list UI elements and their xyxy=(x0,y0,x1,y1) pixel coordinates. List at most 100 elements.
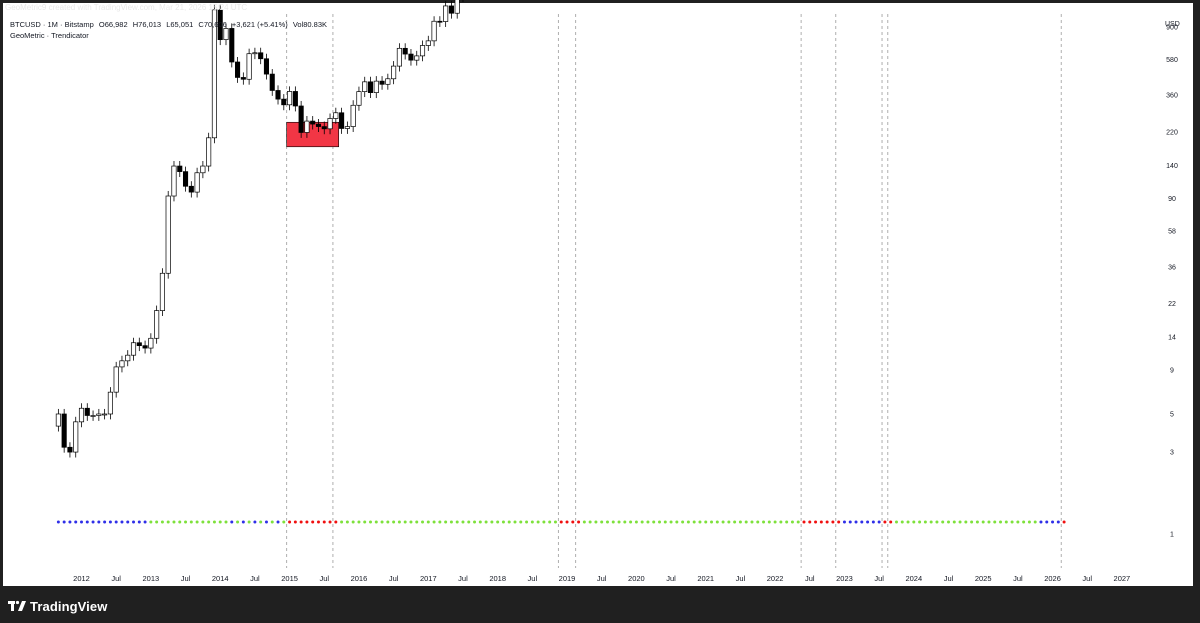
signal-dot xyxy=(103,520,107,524)
candle-up xyxy=(454,0,460,14)
x-axis-tick-label: Jul xyxy=(666,574,676,583)
signal-dot xyxy=(536,520,540,524)
signal-dot xyxy=(409,520,413,524)
candle-up xyxy=(443,5,449,22)
signal-dot xyxy=(160,520,164,524)
signal-dot xyxy=(114,520,118,524)
candle-down xyxy=(182,171,189,187)
price-axis-tick-label: 3 xyxy=(1170,450,1174,457)
signal-dot xyxy=(935,520,939,524)
x-axis-tick-label: 2026 xyxy=(1044,574,1061,583)
signal-dot xyxy=(918,520,922,524)
candle-up xyxy=(96,413,102,416)
x-axis-tick-label: Jul xyxy=(528,574,538,583)
x-axis-tick-label: 2022 xyxy=(767,574,784,583)
signal-dot xyxy=(981,520,985,524)
signal-dot xyxy=(126,520,130,524)
signal-dot xyxy=(565,520,569,524)
candle-down xyxy=(235,61,241,78)
price-axis-tick-label: 580 xyxy=(1166,57,1178,64)
signal-dot xyxy=(85,520,89,524)
signal-dot xyxy=(970,520,974,524)
candle-down xyxy=(339,112,345,129)
low-value: L65,051 xyxy=(166,20,194,29)
signal-dot xyxy=(964,520,968,524)
signal-dot xyxy=(247,520,251,524)
signal-dot xyxy=(941,520,945,524)
candle-down xyxy=(136,342,142,347)
signal-dot xyxy=(108,520,112,524)
price-axis-tick-label: 5 xyxy=(1170,411,1174,418)
signal-dot xyxy=(212,520,216,524)
candle-up xyxy=(165,195,171,274)
signal-dot xyxy=(473,520,477,524)
candle-up xyxy=(102,413,108,416)
symbol-legend[interactable]: BTCUSD · 1M · Bitstamp O66,982 H76,013 L… xyxy=(10,20,327,29)
candle-down xyxy=(67,446,73,453)
signal-dot xyxy=(80,520,83,524)
signal-dot xyxy=(519,520,523,524)
signal-dot xyxy=(762,520,766,524)
signal-dot xyxy=(513,520,517,524)
candle-up xyxy=(223,28,229,41)
signal-dot xyxy=(790,520,794,524)
candle-up xyxy=(333,112,339,119)
signal-dot xyxy=(779,520,783,524)
signal-dot xyxy=(571,520,575,524)
signal-dot xyxy=(132,520,136,524)
signal-dot xyxy=(756,520,760,524)
candle-up xyxy=(396,47,402,67)
candle-up xyxy=(125,354,131,362)
signal-dot xyxy=(305,520,309,524)
signal-dot xyxy=(1027,520,1031,524)
candle-down xyxy=(229,28,235,63)
signal-dot xyxy=(698,520,702,524)
x-axis-tick-label: 2019 xyxy=(559,574,576,583)
signal-dot xyxy=(397,520,401,524)
candle-down xyxy=(269,73,275,91)
signal-dot xyxy=(386,520,390,524)
x-axis-tick-label: 2018 xyxy=(489,574,506,583)
signal-dot xyxy=(704,520,708,524)
candle-up xyxy=(206,137,212,167)
price-axis-tick-label: 9 xyxy=(1170,368,1174,375)
signal-dot xyxy=(1010,520,1014,524)
signal-dot xyxy=(1045,520,1049,524)
signal-dot xyxy=(195,520,199,524)
signal-dot xyxy=(438,520,442,524)
candle-up xyxy=(107,391,113,415)
price-axis-tick-label: 900 xyxy=(1166,24,1178,31)
signal-dot xyxy=(68,520,72,524)
x-axis-tick-label: 2015 xyxy=(281,574,298,583)
signal-dot xyxy=(432,520,436,524)
signal-dot xyxy=(871,520,875,524)
candle-down xyxy=(408,53,414,61)
x-axis-tick-label: Jul xyxy=(944,574,954,583)
signal-dot xyxy=(692,520,696,524)
x-axis-tick-label: Jul xyxy=(111,574,121,583)
candle-up xyxy=(304,120,310,133)
indicator-legend[interactable]: GeoMetric · Trendicator xyxy=(10,31,89,40)
signal-dot xyxy=(62,520,66,524)
signal-dot xyxy=(842,520,846,524)
signal-dot xyxy=(825,520,829,524)
signal-dot xyxy=(224,520,228,524)
candle-up xyxy=(73,421,79,453)
signal-dot xyxy=(640,520,644,524)
footer: TradingView xyxy=(8,598,107,614)
signal-dot xyxy=(744,520,748,524)
signal-dot xyxy=(328,520,332,524)
header-credit: GeoMetric9 created with TradingView.com,… xyxy=(5,3,248,12)
signal-dot xyxy=(559,520,563,524)
signal-dot xyxy=(582,520,586,524)
tradingview-logo-icon xyxy=(8,600,26,611)
candle-down xyxy=(281,98,287,106)
candle-up xyxy=(200,165,206,174)
signal-dot xyxy=(97,520,101,524)
candle-up xyxy=(391,65,397,80)
signal-dot xyxy=(288,520,292,524)
candle-down xyxy=(448,5,454,14)
signal-dot xyxy=(415,520,419,524)
currency-label[interactable]: USD xyxy=(1165,21,1180,28)
